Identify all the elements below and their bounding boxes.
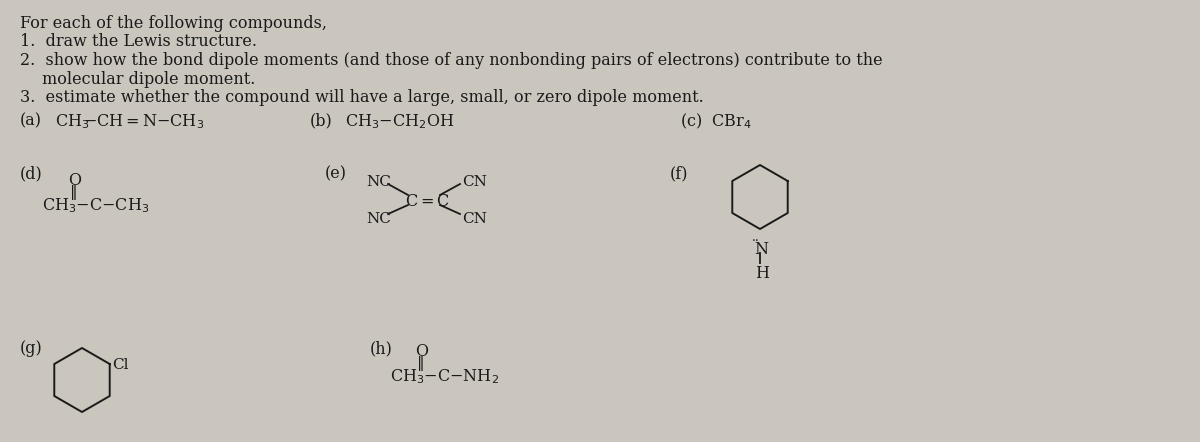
Text: C$=$C: C$=$C [406,193,450,210]
Text: N: N [754,241,768,258]
Text: ‖: ‖ [70,185,78,200]
Text: 1.  draw the Lewis structure.: 1. draw the Lewis structure. [20,34,257,50]
Text: (f): (f) [670,165,689,182]
Text: NC: NC [366,212,391,226]
Text: (c)  CBr$_4$: (c) CBr$_4$ [680,112,752,131]
Text: O: O [415,343,428,360]
Text: molecular dipole moment.: molecular dipole moment. [42,71,256,88]
Text: 2.  show how the bond dipole moments (and those of any nonbonding pairs of elect: 2. show how the bond dipole moments (and… [20,52,883,69]
Text: CH$_3$$-$C$-$CH$_3$: CH$_3$$-$C$-$CH$_3$ [42,196,150,215]
Text: (d): (d) [20,165,43,182]
Text: (a): (a) [20,112,42,129]
Text: 3.  estimate whether the compound will have a large, small, or zero dipole momen: 3. estimate whether the compound will ha… [20,89,703,106]
Text: ‖: ‖ [418,356,425,371]
Text: Cl: Cl [112,358,128,372]
Text: O: O [68,172,82,189]
Text: CH$_3$: CH$_3$ [55,112,90,131]
Text: CH$_3$$-$C$-$NH$_2$: CH$_3$$-$C$-$NH$_2$ [390,367,499,386]
Text: (h): (h) [370,340,392,357]
Text: CN: CN [462,212,487,226]
Text: CN: CN [462,175,487,189]
Text: (g): (g) [20,340,43,357]
Text: H: H [755,265,769,282]
Text: $-$CH$=$N$-$CH$_3$: $-$CH$=$N$-$CH$_3$ [83,112,204,131]
Text: For each of the following compounds,: For each of the following compounds, [20,15,326,32]
Text: ..: .. [752,231,760,244]
Text: CH$_3$$-$CH$_2$OH: CH$_3$$-$CH$_2$OH [346,112,455,131]
Text: NC: NC [366,175,391,189]
Text: (e): (e) [325,165,347,182]
Text: (b): (b) [310,112,332,129]
